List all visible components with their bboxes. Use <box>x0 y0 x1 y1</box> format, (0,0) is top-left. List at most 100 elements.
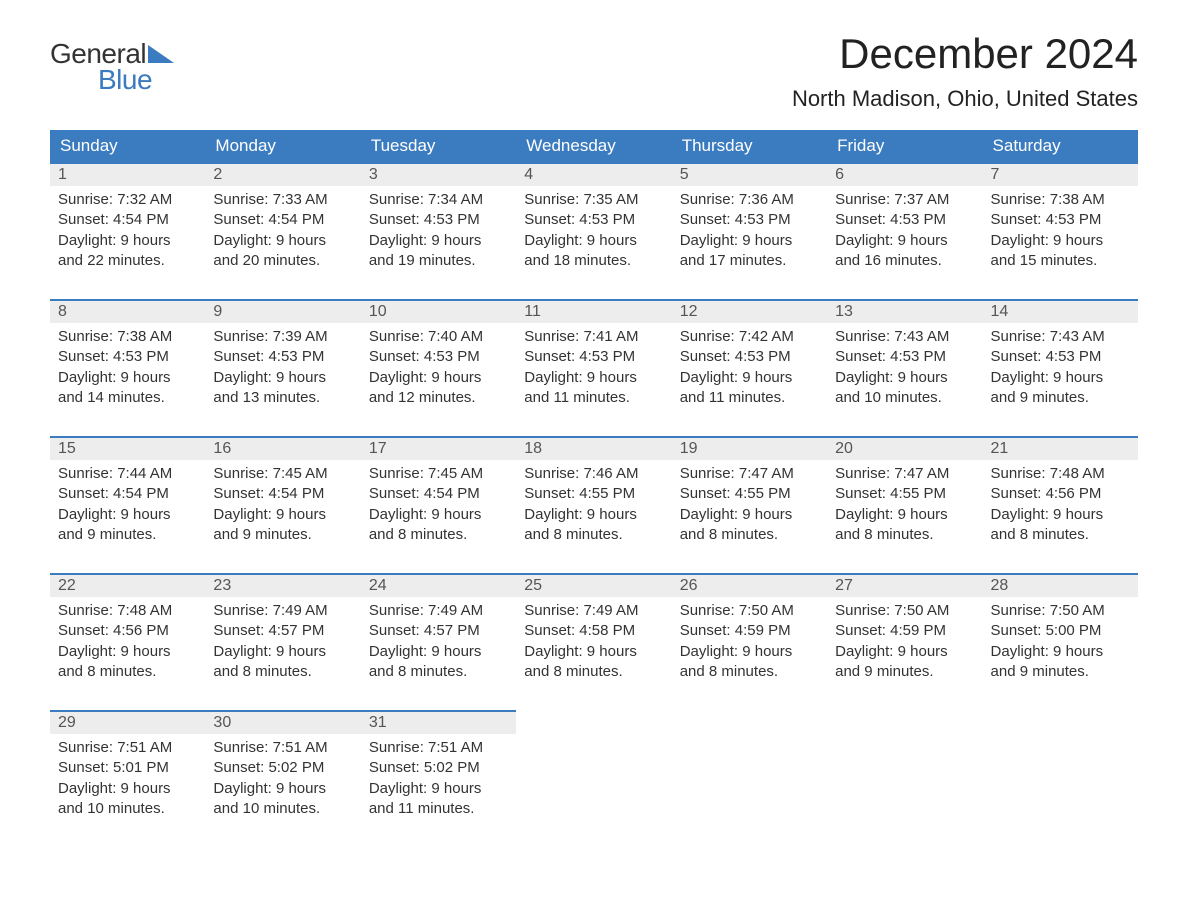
day-number-bar: 19 <box>672 436 827 460</box>
day-number-bar: 16 <box>205 436 360 460</box>
sunrise-line: Sunrise: 7:37 AM <box>835 190 974 210</box>
col-saturday: Saturday <box>983 130 1138 162</box>
day-cell: 6Sunrise: 7:37 AMSunset: 4:53 PMDaylight… <box>827 162 982 299</box>
sunset-line: Sunset: 4:53 PM <box>835 210 974 230</box>
day-cell: 14Sunrise: 7:43 AMSunset: 4:53 PMDayligh… <box>983 299 1138 436</box>
day-number-bar: 18 <box>516 436 671 460</box>
daylight-line-2: and 8 minutes. <box>524 662 663 682</box>
day-content: Sunrise: 7:50 AMSunset: 5:00 PMDaylight:… <box>983 597 1138 710</box>
col-friday: Friday <box>827 130 982 162</box>
day-cell: 29Sunrise: 7:51 AMSunset: 5:01 PMDayligh… <box>50 710 205 847</box>
sunset-line: Sunset: 5:01 PM <box>58 758 197 778</box>
sunset-line: Sunset: 4:53 PM <box>835 347 974 367</box>
daylight-line-1: Daylight: 9 hours <box>369 505 508 525</box>
day-cell: 11Sunrise: 7:41 AMSunset: 4:53 PMDayligh… <box>516 299 671 436</box>
daylight-line-2: and 8 minutes. <box>680 525 819 545</box>
day-cell <box>672 710 827 847</box>
day-content: Sunrise: 7:47 AMSunset: 4:55 PMDaylight:… <box>827 460 982 573</box>
sunset-line: Sunset: 4:57 PM <box>213 621 352 641</box>
day-content: Sunrise: 7:50 AMSunset: 4:59 PMDaylight:… <box>672 597 827 710</box>
week-row: 29Sunrise: 7:51 AMSunset: 5:01 PMDayligh… <box>50 710 1138 847</box>
sunset-line: Sunset: 4:54 PM <box>213 484 352 504</box>
daylight-line-2: and 11 minutes. <box>680 388 819 408</box>
sunrise-line: Sunrise: 7:43 AM <box>991 327 1130 347</box>
sunset-line: Sunset: 4:53 PM <box>369 347 508 367</box>
day-content: Sunrise: 7:46 AMSunset: 4:55 PMDaylight:… <box>516 460 671 573</box>
daylight-line-1: Daylight: 9 hours <box>524 231 663 251</box>
daylight-line-2: and 18 minutes. <box>524 251 663 271</box>
day-content: Sunrise: 7:45 AMSunset: 4:54 PMDaylight:… <box>205 460 360 573</box>
sunset-line: Sunset: 4:53 PM <box>991 210 1130 230</box>
day-number-bar: 2 <box>205 162 360 186</box>
day-number-bar: 28 <box>983 573 1138 597</box>
sunrise-line: Sunrise: 7:38 AM <box>991 190 1130 210</box>
daylight-line-2: and 10 minutes. <box>835 388 974 408</box>
col-tuesday: Tuesday <box>361 130 516 162</box>
day-cell: 20Sunrise: 7:47 AMSunset: 4:55 PMDayligh… <box>827 436 982 573</box>
sunrise-line: Sunrise: 7:49 AM <box>524 601 663 621</box>
daylight-line-1: Daylight: 9 hours <box>991 505 1130 525</box>
daylight-line-2: and 8 minutes. <box>369 525 508 545</box>
sunset-line: Sunset: 5:00 PM <box>991 621 1130 641</box>
daylight-line-1: Daylight: 9 hours <box>58 368 197 388</box>
day-content: Sunrise: 7:49 AMSunset: 4:57 PMDaylight:… <box>361 597 516 710</box>
day-content: Sunrise: 7:44 AMSunset: 4:54 PMDaylight:… <box>50 460 205 573</box>
day-cell: 26Sunrise: 7:50 AMSunset: 4:59 PMDayligh… <box>672 573 827 710</box>
logo: General Blue <box>50 38 174 96</box>
day-cell: 22Sunrise: 7:48 AMSunset: 4:56 PMDayligh… <box>50 573 205 710</box>
sunrise-line: Sunrise: 7:47 AM <box>680 464 819 484</box>
col-sunday: Sunday <box>50 130 205 162</box>
daylight-line-1: Daylight: 9 hours <box>835 505 974 525</box>
daylight-line-1: Daylight: 9 hours <box>991 642 1130 662</box>
sunset-line: Sunset: 4:55 PM <box>524 484 663 504</box>
daylight-line-2: and 19 minutes. <box>369 251 508 271</box>
day-number-bar: 12 <box>672 299 827 323</box>
day-number-bar: 9 <box>205 299 360 323</box>
col-wednesday: Wednesday <box>516 130 671 162</box>
sunrise-line: Sunrise: 7:36 AM <box>680 190 819 210</box>
daylight-line-1: Daylight: 9 hours <box>369 231 508 251</box>
daylight-line-2: and 8 minutes. <box>213 662 352 682</box>
title-block: December 2024 North Madison, Ohio, Unite… <box>792 30 1138 124</box>
daylight-line-2: and 11 minutes. <box>369 799 508 819</box>
day-content: Sunrise: 7:51 AMSunset: 5:01 PMDaylight:… <box>50 734 205 847</box>
daylight-line-1: Daylight: 9 hours <box>213 231 352 251</box>
sunset-line: Sunset: 4:53 PM <box>524 210 663 230</box>
day-content: Sunrise: 7:42 AMSunset: 4:53 PMDaylight:… <box>672 323 827 436</box>
daylight-line-1: Daylight: 9 hours <box>835 642 974 662</box>
sunrise-line: Sunrise: 7:42 AM <box>680 327 819 347</box>
sunrise-line: Sunrise: 7:51 AM <box>369 738 508 758</box>
daylight-line-2: and 9 minutes. <box>991 662 1130 682</box>
daylight-line-2: and 17 minutes. <box>680 251 819 271</box>
sunset-line: Sunset: 4:53 PM <box>58 347 197 367</box>
day-content: Sunrise: 7:38 AMSunset: 4:53 PMDaylight:… <box>983 186 1138 299</box>
day-number-bar: 23 <box>205 573 360 597</box>
daylight-line-2: and 8 minutes. <box>58 662 197 682</box>
day-cell: 25Sunrise: 7:49 AMSunset: 4:58 PMDayligh… <box>516 573 671 710</box>
daylight-line-1: Daylight: 9 hours <box>58 505 197 525</box>
day-cell: 21Sunrise: 7:48 AMSunset: 4:56 PMDayligh… <box>983 436 1138 573</box>
sunrise-line: Sunrise: 7:50 AM <box>680 601 819 621</box>
day-cell: 17Sunrise: 7:45 AMSunset: 4:54 PMDayligh… <box>361 436 516 573</box>
day-cell: 18Sunrise: 7:46 AMSunset: 4:55 PMDayligh… <box>516 436 671 573</box>
week-row: 1Sunrise: 7:32 AMSunset: 4:54 PMDaylight… <box>50 162 1138 299</box>
day-cell: 2Sunrise: 7:33 AMSunset: 4:54 PMDaylight… <box>205 162 360 299</box>
sunrise-line: Sunrise: 7:48 AM <box>58 601 197 621</box>
day-number-bar: 17 <box>361 436 516 460</box>
sunrise-line: Sunrise: 7:48 AM <box>991 464 1130 484</box>
sunset-line: Sunset: 4:54 PM <box>58 484 197 504</box>
sunset-line: Sunset: 4:54 PM <box>58 210 197 230</box>
day-cell: 15Sunrise: 7:44 AMSunset: 4:54 PMDayligh… <box>50 436 205 573</box>
sunset-line: Sunset: 4:59 PM <box>680 621 819 641</box>
day-cell: 19Sunrise: 7:47 AMSunset: 4:55 PMDayligh… <box>672 436 827 573</box>
sunset-line: Sunset: 4:53 PM <box>213 347 352 367</box>
day-number-bar: 7 <box>983 162 1138 186</box>
daylight-line-2: and 20 minutes. <box>213 251 352 271</box>
daylight-line-2: and 9 minutes. <box>835 662 974 682</box>
sunset-line: Sunset: 4:56 PM <box>991 484 1130 504</box>
day-header-row: Sunday Monday Tuesday Wednesday Thursday… <box>50 130 1138 162</box>
day-cell: 1Sunrise: 7:32 AMSunset: 4:54 PMDaylight… <box>50 162 205 299</box>
day-content: Sunrise: 7:48 AMSunset: 4:56 PMDaylight:… <box>983 460 1138 573</box>
day-cell: 12Sunrise: 7:42 AMSunset: 4:53 PMDayligh… <box>672 299 827 436</box>
sunrise-line: Sunrise: 7:43 AM <box>835 327 974 347</box>
